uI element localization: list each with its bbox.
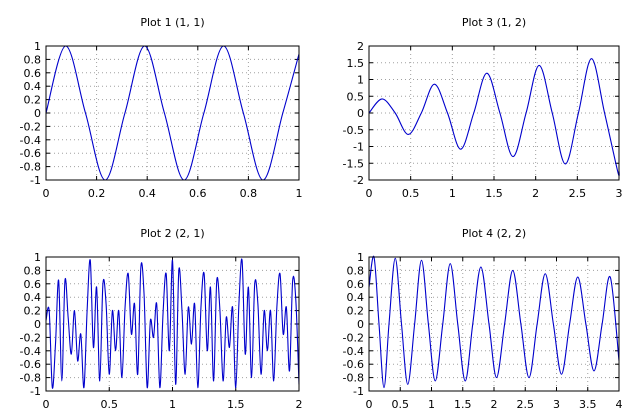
subplot-1: Plot 1 (1, 1)0 0.2 0.4 0.6 0.8 1-1-0.8-0.6-0.… — [20, 16, 303, 200]
y-tick-label: -1 — [30, 174, 41, 187]
x-tick-label: 1 — [449, 187, 456, 200]
y-tick-label: -0.6 — [343, 358, 364, 371]
y-tick-label: 0.8 — [24, 264, 42, 277]
y-tick-label: -1 — [353, 141, 364, 154]
y-tick-label: 0.2 — [24, 305, 42, 318]
y-tick-label: 0.4 — [24, 291, 42, 304]
x-tick-label: 1 — [428, 398, 435, 411]
x-tick-label: 0.2 — [88, 187, 106, 200]
y-tick-label: 1.5 — [347, 57, 365, 70]
y-tick-label: 0 — [357, 107, 364, 120]
y-tick-label: 1 — [357, 74, 364, 87]
x-tick-label: 2 — [296, 398, 303, 411]
y-tick-label: -0.8 — [343, 372, 364, 385]
y-tick-label: -0.4 — [20, 134, 41, 147]
y-tick-label: -1 — [353, 385, 364, 398]
plot-frame — [368, 256, 620, 392]
y-tick-label: 0.6 — [347, 278, 365, 291]
series-line — [45, 258, 300, 389]
y-tick-label: 0.4 — [347, 291, 365, 304]
x-tick-label: 0 — [43, 398, 50, 411]
subplot-title: Plot 3 (1, 2) — [462, 16, 526, 29]
y-tick-label: -0.2 — [20, 331, 41, 344]
y-tick-label: 0.2 — [24, 94, 42, 107]
plot-frame — [45, 45, 300, 181]
y-tick-label: 0.8 — [24, 53, 42, 66]
series-line — [368, 255, 620, 389]
x-tick-label: 1.5 — [454, 398, 472, 411]
x-tick-label: 0 — [366, 398, 373, 411]
subplot-title: Plot 1 (1, 1) — [140, 16, 204, 29]
y-tick-label: -1 — [30, 385, 41, 398]
y-tick-label: 1 — [34, 251, 41, 264]
y-tick-label: -1.5 — [343, 157, 364, 170]
subplot-title: Plot 4 (2, 2) — [462, 227, 526, 240]
y-tick-label: -0.8 — [20, 161, 41, 174]
subplot-2: Plot 2 (2, 1) 0 0.5 1 1.5 2 -1-0.8-0.6-0.4-0.2… — [20, 227, 303, 411]
x-tick-label: 0.5 — [392, 398, 410, 411]
y-tick-label: 0 — [34, 318, 41, 331]
x-tick-label: 0.6 — [189, 187, 207, 200]
y-tick-label: 0 — [357, 318, 364, 331]
x-tick-label: 3.5 — [579, 398, 597, 411]
y-tick-label: -0.4 — [343, 345, 364, 358]
plot-frame — [45, 256, 300, 392]
y-tick-label: -0.2 — [20, 120, 41, 133]
y-tick-label: 0.6 — [24, 67, 42, 80]
x-tick-label: 0.5 — [101, 398, 119, 411]
subplot-4: Plot 4 (2, 2) 0 0.5 1 1.5 2 2.5 3 3.5 4 -1-0.8-0.6… — [343, 227, 623, 411]
x-tick-label: 1.5 — [227, 398, 245, 411]
x-tick-label: 3 — [553, 398, 560, 411]
y-tick-label: -0.4 — [20, 345, 41, 358]
x-tick-label: 2.5 — [517, 398, 535, 411]
y-tick-label: 0.5 — [347, 90, 365, 103]
y-tick-label: 0 — [34, 107, 41, 120]
y-tick-label: 1 — [34, 40, 41, 53]
y-tick-label: 0.4 — [24, 80, 42, 93]
y-tick-label: 1 — [357, 251, 364, 264]
x-tick-label: 0 — [366, 187, 373, 200]
x-tick-label: 1 — [169, 398, 176, 411]
y-tick-label: -2 — [353, 174, 364, 187]
x-tick-label: 3 — [616, 187, 623, 200]
y-tick-label: 0.2 — [347, 305, 365, 318]
x-tick-label: 1.5 — [485, 187, 503, 200]
x-tick-label: 0 — [43, 187, 50, 200]
y-tick-label: -0.2 — [343, 331, 364, 344]
x-tick-label: 1 — [296, 187, 303, 200]
x-tick-label: 2 — [532, 187, 539, 200]
x-tick-label: 0.5 — [402, 187, 420, 200]
y-tick-label: -0.6 — [20, 358, 41, 371]
y-tick-label: -0.6 — [20, 147, 41, 160]
y-tick-label: -0.8 — [20, 372, 41, 385]
y-tick-label: -0.5 — [343, 124, 364, 137]
series-line — [368, 58, 620, 177]
x-tick-label: 2 — [491, 398, 498, 411]
x-tick-label: 0.8 — [240, 187, 258, 200]
subplot-3: Plot 3 (1, 2) 0 0.5 1 1.5 2 2.5 3 -2 -1.5 -1 -0.5 0 0… — [343, 16, 623, 200]
y-tick-label: 0.8 — [347, 264, 365, 277]
plot-frame — [368, 45, 620, 181]
y-tick-label: 0.6 — [24, 278, 42, 291]
y-tick-label: 2 — [357, 40, 364, 53]
x-tick-label: 2.5 — [569, 187, 587, 200]
subplot-title: Plot 2 (2, 1) — [140, 227, 204, 240]
x-tick-label: 4 — [616, 398, 623, 411]
x-tick-label: 0.4 — [138, 187, 156, 200]
series-line — [45, 45, 300, 181]
